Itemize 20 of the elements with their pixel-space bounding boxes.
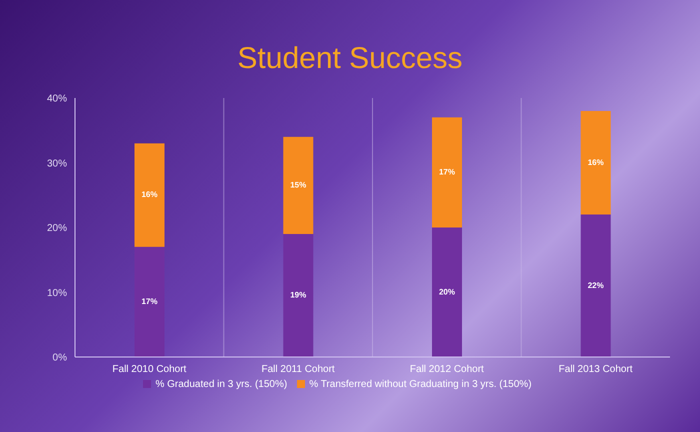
x-tick-label: Fall 2011 Cohort <box>262 364 335 376</box>
x-tick-label: Fall 2012 Cohort <box>410 364 484 376</box>
data-label: 20% <box>438 287 456 296</box>
x-tick-label: Fall 2010 Cohort <box>112 364 187 376</box>
data-label: 17% <box>438 168 456 177</box>
data-label: 19% <box>290 290 306 300</box>
y-tick-label: 40% <box>46 94 68 105</box>
data-label: 22% <box>588 280 604 290</box>
legend-label: % Graduated in 3 yrs. (150%) <box>155 379 288 390</box>
y-tick-label: 30% <box>46 158 68 170</box>
chart-title: Student Success <box>236 42 464 76</box>
x-tick-label: Fall 2013 Cohort <box>558 364 633 376</box>
data-label: 16% <box>141 190 158 200</box>
y-tick-label: 0% <box>52 352 68 364</box>
legend-label: % Transferred without Graduating in 3 yrs. (150%) <box>309 379 532 390</box>
y-tick-label: 20% <box>46 223 68 234</box>
data-label: 16% <box>588 158 604 167</box>
data-label: 15% <box>290 180 306 190</box>
y-tick-label: 10% <box>46 288 68 299</box>
data-label: 17% <box>141 297 158 306</box>
